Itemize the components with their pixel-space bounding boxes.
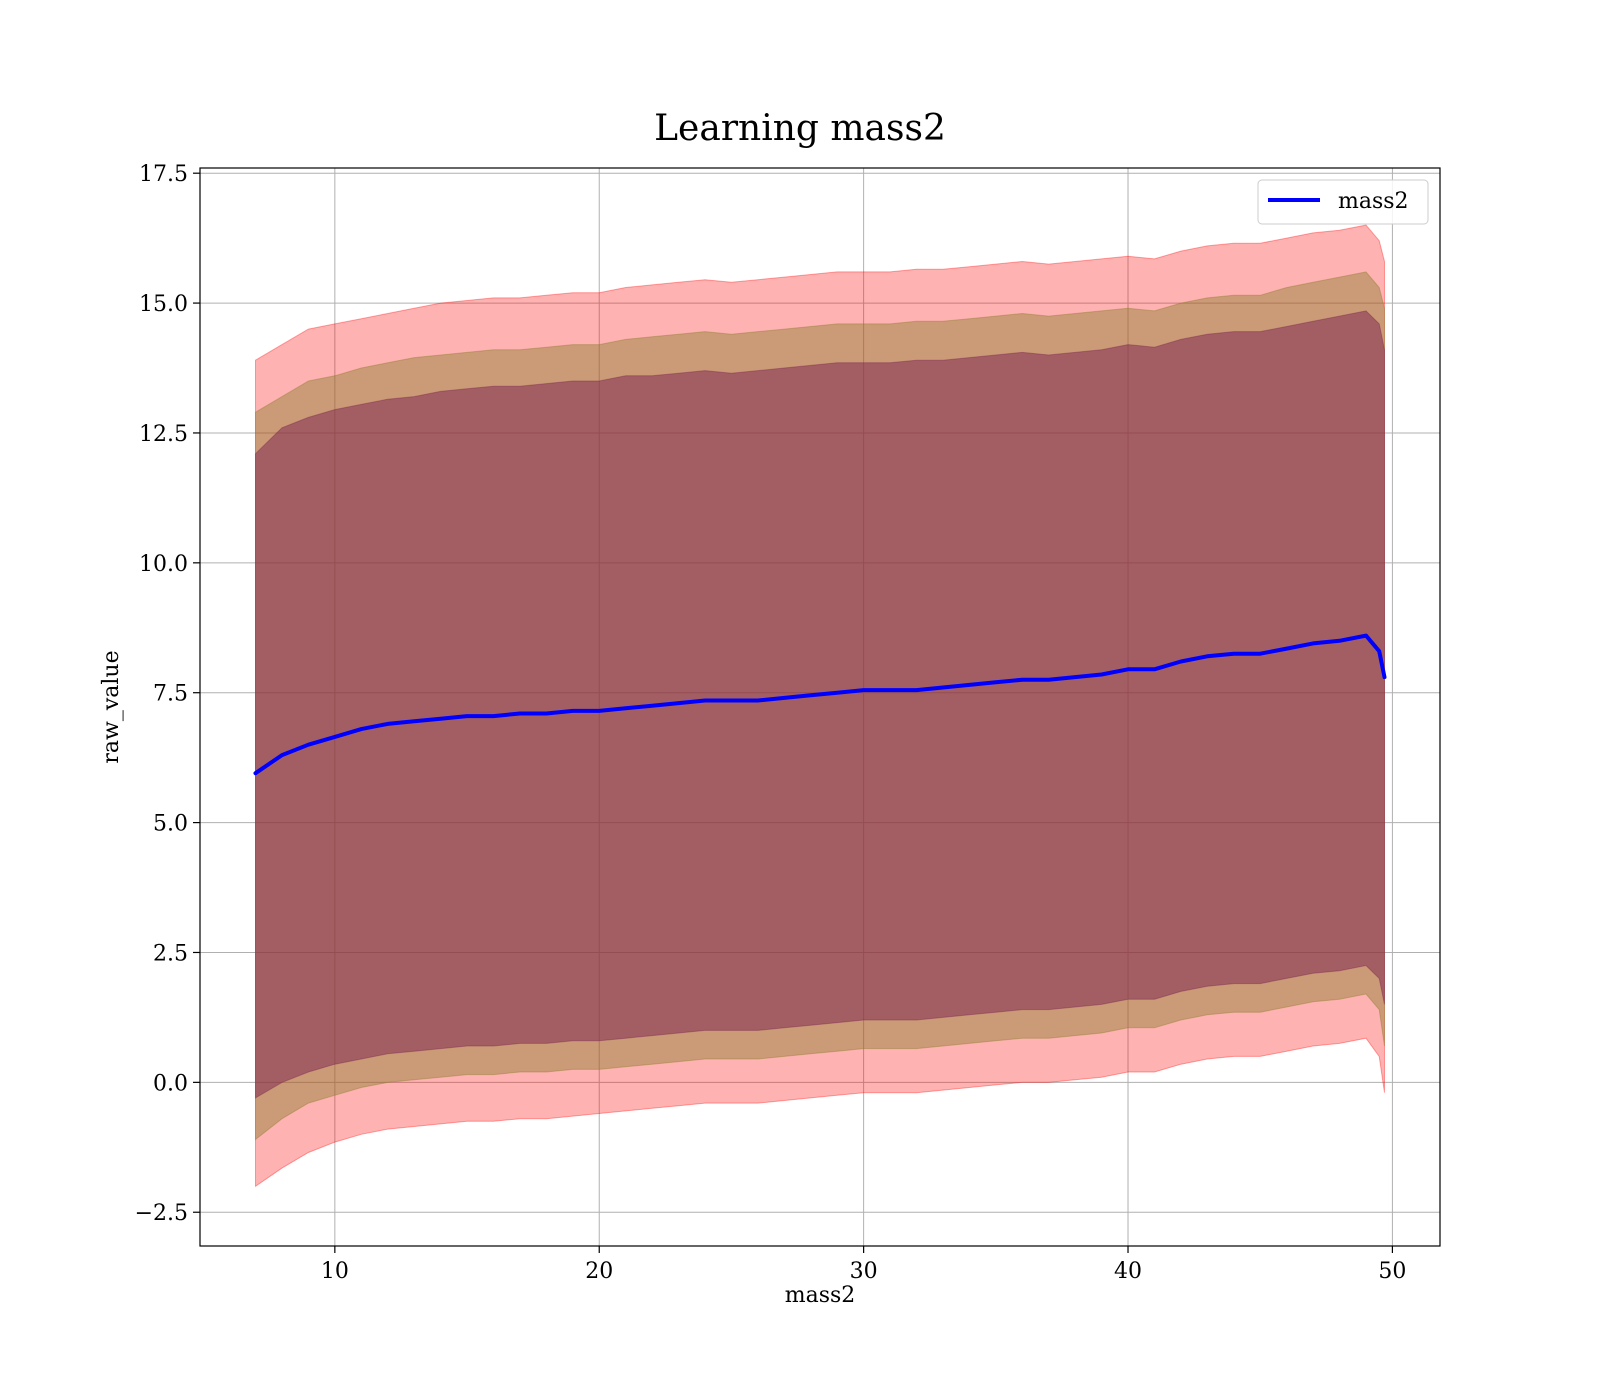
data-point	[1232, 652, 1236, 656]
legend-box	[1257, 179, 1429, 225]
y-tick-label: 12.5	[139, 422, 188, 447]
y-tick-label: 17.5	[139, 162, 188, 187]
data-point	[1285, 647, 1289, 651]
data-point	[254, 771, 257, 775]
data-point	[915, 688, 918, 692]
data-point	[703, 699, 707, 702]
data-point	[1377, 649, 1381, 653]
y-axis-label: raw_value	[99, 650, 124, 763]
data-point	[1258, 652, 1262, 656]
data-point	[544, 712, 548, 715]
legend: mass2	[1257, 179, 1429, 225]
plot-frame	[199, 167, 1441, 1247]
data-point	[492, 714, 495, 718]
data-point	[412, 719, 416, 723]
data-point	[756, 699, 760, 702]
data-point	[518, 712, 522, 715]
data-point	[386, 722, 390, 726]
data-point	[1311, 641, 1315, 645]
x-axis-ticks: 10 20 30 40 50	[321, 1246, 1406, 1284]
data-point	[333, 735, 337, 739]
y-tick-label: −2.5	[135, 1201, 188, 1226]
chart-title: Learning mass2	[654, 108, 946, 149]
data-point	[835, 691, 839, 695]
data-point	[439, 717, 443, 721]
x-axis-label: mass2	[785, 1283, 856, 1308]
data-point	[1205, 654, 1209, 658]
y-tick-label: 2.5	[153, 941, 188, 966]
line-layer	[253, 633, 1387, 776]
data-point	[1338, 639, 1341, 643]
data-point	[571, 709, 575, 713]
data-point	[650, 704, 654, 708]
y-tick-label: 10.0	[139, 552, 188, 577]
data-point	[1179, 660, 1183, 663]
data-point	[597, 709, 601, 713]
data-point	[888, 688, 892, 692]
data-point	[1020, 678, 1024, 682]
data-point	[677, 701, 681, 705]
data-point	[729, 699, 733, 702]
data-point	[941, 686, 945, 689]
data-point	[1073, 675, 1077, 679]
data-point	[1383, 675, 1386, 679]
data-point	[809, 693, 813, 697]
data-point	[994, 680, 998, 684]
x-tick-label: 20	[585, 1259, 613, 1284]
x-tick-label: 10	[321, 1259, 349, 1284]
y-tick-label: 5.0	[153, 812, 188, 837]
x-tick-label: 30	[850, 1259, 878, 1284]
data-point	[1364, 634, 1368, 638]
band-layer	[255, 224, 1385, 1188]
x-tick-label: 40	[1114, 1259, 1142, 1284]
data-point	[862, 688, 866, 692]
data-point	[1100, 673, 1104, 676]
data-point	[465, 714, 469, 718]
y-tick-label: 0.0	[153, 1071, 188, 1096]
data-point	[280, 753, 284, 757]
data-point	[1126, 667, 1130, 671]
x-tick-label: 50	[1378, 1259, 1406, 1284]
band-inner	[255, 310, 1385, 1099]
y-tick-label: 7.5	[153, 682, 188, 707]
data-point	[359, 727, 363, 731]
legend-label: mass2	[1338, 189, 1409, 214]
data-point	[624, 706, 628, 710]
data-point	[306, 743, 310, 747]
data-point	[1047, 678, 1051, 682]
y-axis-ticks: −2.5 0.0 2.5 5.0 7.5 10.0 12.5 15.0 17.5	[135, 162, 200, 1226]
data-point	[1153, 667, 1156, 671]
data-point	[782, 696, 786, 700]
data-point	[967, 683, 971, 687]
y-tick-label: 15.0	[139, 292, 188, 317]
